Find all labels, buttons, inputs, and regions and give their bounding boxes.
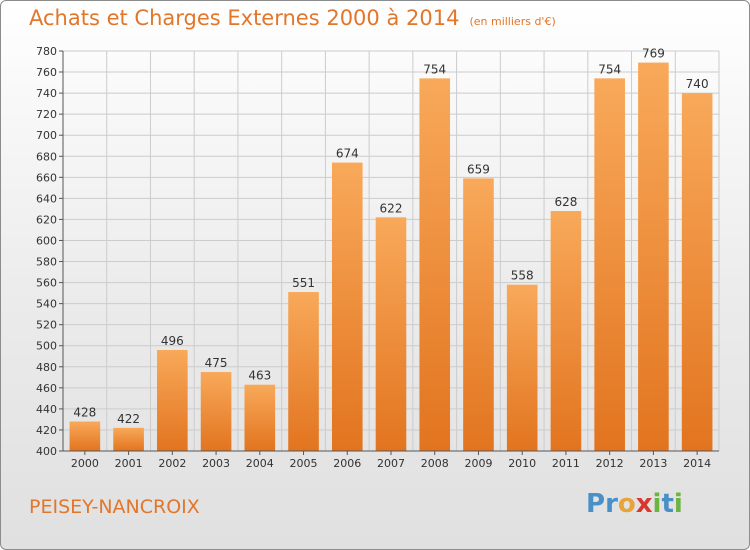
y-tick-label: 440: [36, 403, 57, 416]
y-tick-label: 740: [36, 87, 57, 100]
x-tick-label-2000: 2000: [71, 457, 99, 470]
logo-letter: i: [673, 489, 683, 519]
bars: 428 422 496 475 463 551 674 622 754 659 558 628 754 7…: [69, 47, 713, 452]
logo-letter: o: [617, 489, 636, 519]
y-tick-label: 780: [36, 45, 57, 58]
y-tick-label: 700: [36, 129, 57, 142]
bar-2013: [638, 62, 669, 451]
bar-2000: [69, 421, 101, 451]
bar-2011: [550, 211, 582, 451]
chart-header: Achats et Charges Externes 2000 à 2014 (e…: [29, 6, 556, 30]
logo-letter: x: [635, 489, 653, 519]
bar-2009: [463, 178, 494, 452]
commune-name: PEISEY-NANCROIX: [29, 496, 200, 518]
x-tick-label-2002: 2002: [158, 457, 186, 470]
chart-subtitle: (en milliers d'€): [469, 15, 556, 28]
logo-letter: t: [661, 489, 674, 519]
data-label-2007: 622: [380, 201, 403, 215]
y-tick-label: 660: [36, 171, 57, 184]
x-tick-label-2004: 2004: [246, 457, 274, 470]
x-tick-label-2001: 2001: [115, 457, 143, 470]
data-label-2004: 463: [248, 369, 271, 383]
y-tick-label: 500: [36, 340, 57, 353]
x-tick-label-2006: 2006: [333, 457, 361, 470]
y-tick-label: 620: [36, 213, 57, 226]
data-label-2010: 558: [511, 269, 534, 283]
bar-2003: [200, 372, 232, 451]
data-label-2008: 754: [423, 62, 446, 76]
x-tick-label-2014: 2014: [683, 457, 711, 470]
x-tick-label-2010: 2010: [508, 457, 536, 470]
bar-2010: [506, 284, 538, 451]
bar-2005: [288, 292, 319, 451]
logo-letter: P: [586, 489, 606, 519]
bar-2007: [375, 217, 407, 451]
x-tick-label-2007: 2007: [377, 457, 405, 470]
y-tick-label: 520: [36, 319, 57, 332]
x-tick-label-2008: 2008: [421, 457, 449, 470]
y-tick-label: 420: [36, 424, 57, 437]
bar-2012: [594, 78, 625, 452]
x-tick-label-2003: 2003: [202, 457, 230, 470]
data-label-2011: 628: [554, 195, 577, 209]
y-tick-label: 460: [36, 382, 57, 395]
y-tick-label: 580: [36, 256, 57, 269]
y-tick-label: 540: [36, 298, 57, 311]
data-label-2012: 754: [598, 62, 621, 76]
proxiti-logo: Proxiti: [586, 489, 683, 519]
y-tick-label: 760: [36, 66, 57, 79]
data-label-2003: 475: [205, 356, 228, 370]
x-tick-label-2013: 2013: [639, 457, 667, 470]
data-label-2001: 422: [117, 412, 140, 426]
data-label-2006: 674: [336, 147, 359, 161]
y-tick-label: 600: [36, 234, 57, 247]
bar-2004: [244, 384, 276, 451]
y-tick-label: 560: [36, 277, 57, 290]
y-tick-label: 400: [36, 445, 57, 458]
bar-2006: [331, 162, 363, 451]
x-tick-label-2009: 2009: [464, 457, 492, 470]
data-label-2000: 428: [73, 406, 96, 420]
y-tick-label: 480: [36, 361, 57, 374]
bar-2002: [157, 349, 188, 451]
bar-2001: [113, 427, 144, 451]
logo-letter: r: [605, 489, 618, 519]
chart-title: Achats et Charges Externes 2000 à 2014: [29, 6, 460, 30]
y-tick-label: 640: [36, 192, 57, 205]
bar-2014: [681, 93, 713, 452]
y-tick-label: 720: [36, 108, 57, 121]
data-label-2005: 551: [292, 276, 315, 290]
data-label-2013: 769: [642, 47, 665, 61]
bar-2008: [419, 78, 451, 452]
y-tick-label: 680: [36, 150, 57, 163]
x-tick-label-2005: 2005: [290, 457, 318, 470]
data-label-2002: 496: [161, 334, 184, 348]
x-tick-label-2012: 2012: [596, 457, 624, 470]
data-label-2009: 659: [467, 162, 490, 176]
logo-letter: i: [652, 489, 662, 519]
data-label-2014: 740: [686, 77, 709, 91]
x-tick-label-2011: 2011: [552, 457, 580, 470]
axes: 400 420 440 460 480 500 520 540 560 580 600 620 640 6…: [36, 45, 719, 470]
